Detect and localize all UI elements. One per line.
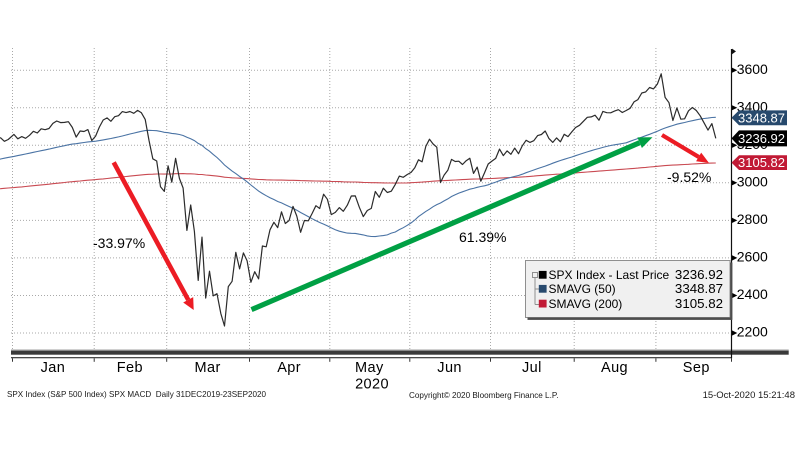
svg-text:Sep: Sep [683, 360, 710, 376]
svg-text:2600: 2600 [737, 249, 768, 265]
svg-text:May: May [355, 360, 384, 376]
svg-text:3600: 3600 [737, 61, 768, 77]
svg-text:2020: 2020 [355, 376, 389, 392]
svg-text:3400: 3400 [737, 98, 768, 114]
svg-text:Copyright© 2020 Bloomberg Fina: Copyright© 2020 Bloomberg Finance L.P. [409, 391, 558, 400]
svg-text:Jul: Jul [522, 360, 542, 376]
svg-text:3348.87: 3348.87 [675, 281, 723, 296]
svg-text:3105.82: 3105.82 [675, 296, 723, 311]
svg-text:Mar: Mar [195, 360, 221, 376]
svg-text:3105.82: 3105.82 [738, 155, 785, 170]
svg-text:3000: 3000 [737, 173, 768, 189]
svg-text:SMAVG (50): SMAVG (50) [549, 282, 616, 296]
svg-text:-33.97%: -33.97% [93, 235, 145, 251]
svg-text:SPX Index (S&P 500 Index) SPX: SPX Index (S&P 500 Index) SPX MACD Daily… [7, 390, 266, 399]
svg-text:3348.87: 3348.87 [738, 110, 785, 125]
svg-text:Jan: Jan [41, 360, 66, 376]
svg-text:SPX Index - Last Price: SPX Index - Last Price [549, 268, 670, 282]
svg-text:2800: 2800 [737, 211, 768, 227]
svg-text:-9.52%: -9.52% [667, 169, 711, 185]
svg-text:3236.92: 3236.92 [675, 267, 723, 282]
svg-text:61.39%: 61.39% [459, 229, 506, 245]
svg-text:Feb: Feb [117, 360, 143, 376]
svg-text:Aug: Aug [601, 360, 628, 376]
svg-text:Jun: Jun [437, 360, 462, 376]
svg-text:SMAVG (200): SMAVG (200) [549, 297, 623, 311]
svg-text:2400: 2400 [737, 286, 768, 302]
svg-text:15-Oct-2020 15:21:48: 15-Oct-2020 15:21:48 [703, 390, 795, 401]
svg-text:3236.92: 3236.92 [738, 131, 785, 146]
svg-text:Apr: Apr [277, 360, 301, 376]
svg-text:2200: 2200 [737, 324, 768, 340]
